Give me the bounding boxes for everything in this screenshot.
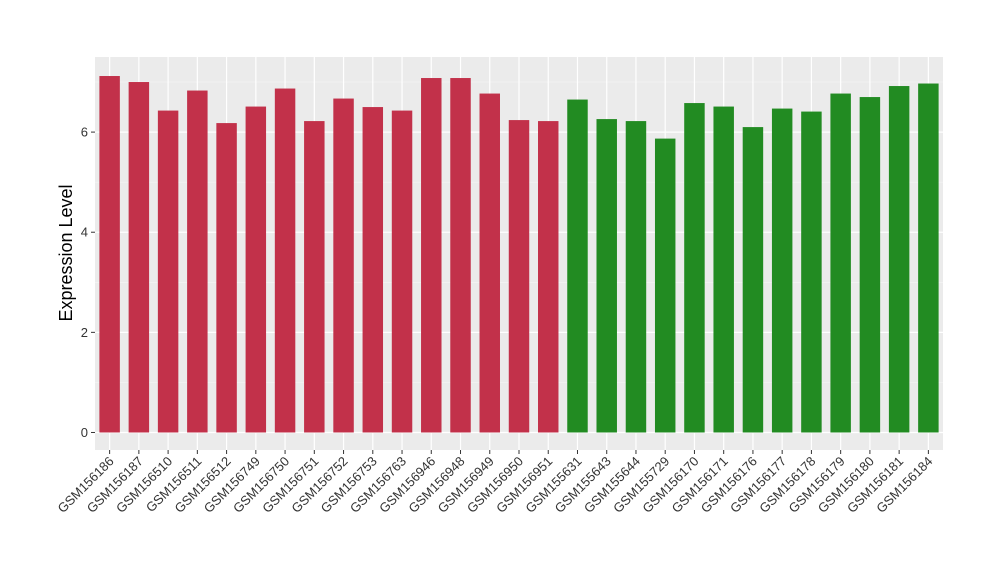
bar-GSM156948 (450, 78, 471, 433)
bar-GSM156763 (391, 110, 413, 433)
bar-GSM156751 (304, 121, 325, 433)
bar-GSM156512 (216, 123, 237, 433)
bar-GSM155729 (654, 138, 676, 433)
bar-GSM156187 (128, 82, 150, 433)
y-axis-title: Expression Level (56, 184, 76, 321)
x-axis: GSM156186GSM156187GSM156510GSM156511GSM1… (55, 450, 936, 516)
bar-GSM156750 (274, 88, 296, 433)
bar-GSM156170 (684, 103, 705, 433)
y-axis: 0 2 4 6 (81, 125, 95, 440)
bar-GSM156184 (918, 83, 939, 433)
bar-GSM156946 (421, 78, 442, 433)
y-tick-label: 0 (81, 425, 88, 440)
bar-GSM156752 (333, 98, 354, 433)
bar-GSM156181 (888, 86, 910, 433)
bar-GSM156510 (157, 110, 179, 433)
bar-GSM155643 (596, 119, 617, 433)
bar-GSM156949 (479, 93, 500, 433)
y-tick-label: 6 (81, 125, 88, 140)
bar-GSM156749 (245, 106, 267, 433)
bar-GSM156753 (362, 107, 384, 433)
bar-GSM156177 (771, 108, 793, 433)
bar-GSM156951 (538, 121, 559, 433)
bar-GSM156176 (742, 127, 764, 433)
bar-GSM156178 (801, 111, 822, 433)
y-tick-label: 4 (81, 225, 88, 240)
bar-GSM156171 (713, 106, 734, 433)
y-tick-label: 2 (81, 325, 88, 340)
bar-GSM156179 (830, 93, 851, 433)
bar-GSM155631 (567, 99, 588, 433)
bar-GSM156950 (508, 120, 530, 433)
bar-GSM156180 (859, 97, 881, 433)
bars (99, 76, 939, 433)
bar-GSM155644 (625, 121, 647, 433)
bar-GSM156186 (99, 76, 120, 433)
bar-GSM156511 (187, 90, 208, 433)
